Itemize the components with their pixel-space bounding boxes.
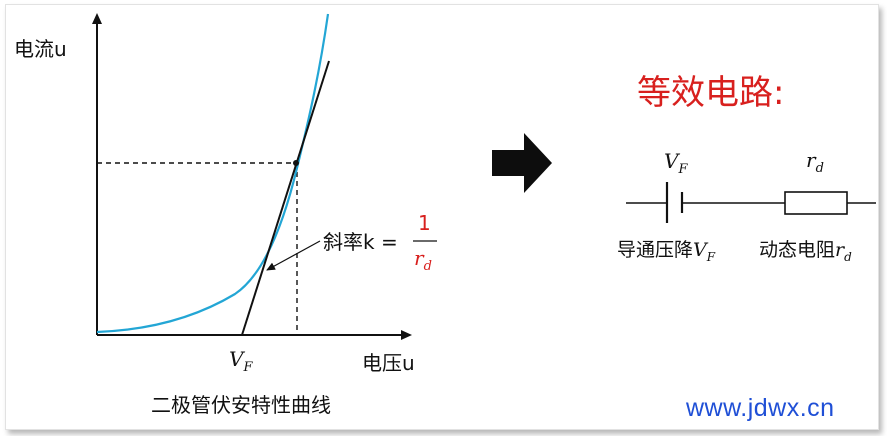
diagram-frame [5, 4, 879, 430]
vf-axis-label: VF [229, 347, 253, 375]
circuit-rd-label: rd [806, 148, 824, 176]
transform-arrow [492, 133, 552, 193]
tangent-line [241, 60, 330, 336]
equiv-circuit-title: 等效电路: [637, 73, 784, 113]
slope-numerator: 1 [418, 211, 431, 235]
x-axis-label: 电压u [362, 351, 415, 375]
watermark: www.jdwx.cn [686, 394, 835, 422]
chart-caption: 二极管伏安特性曲线 [151, 393, 331, 417]
slope-denominator: rd [414, 246, 432, 274]
y-axis-label: 电流u [14, 37, 67, 61]
x-axis-arrowhead [401, 330, 412, 340]
y-axis-arrowhead [92, 13, 102, 24]
circuit-vf-label: VF [664, 149, 688, 177]
resistor [784, 191, 848, 215]
slope-label: 斜率k = [323, 230, 398, 254]
voltage-drop-label: 导通压降VF [617, 239, 716, 264]
slope-pointer-arrow [266, 240, 321, 271]
tangent-point [293, 160, 299, 166]
dynamic-resistance-label: 动态电阻rd [759, 239, 852, 264]
